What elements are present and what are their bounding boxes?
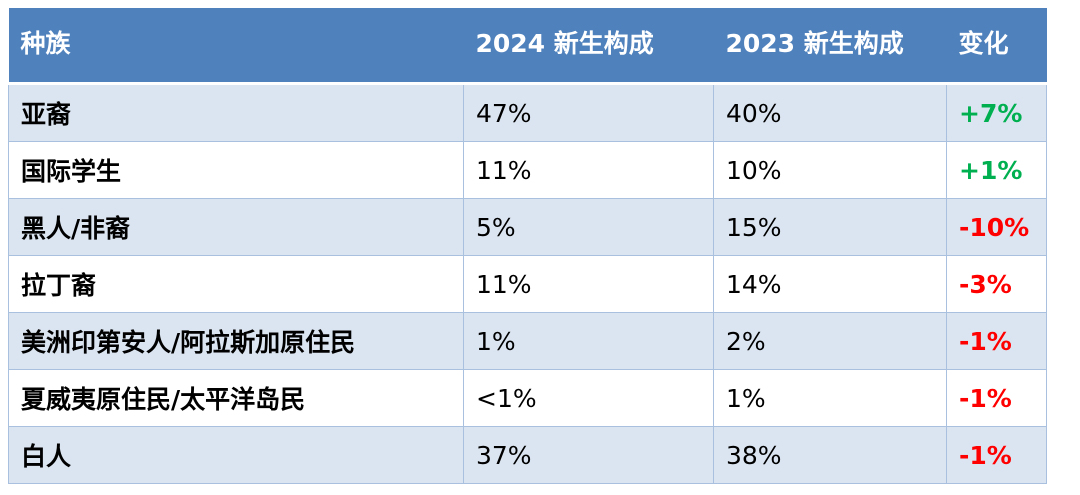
row-2024: <1% [463, 369, 714, 427]
enrollment-composition-table: 种族 2024 新生构成 2023 新生构成 变化 亚裔 47% 40% +7%… [8, 8, 1047, 484]
table-row: 亚裔 47% 40% +7% [8, 83, 1047, 142]
table-row: 黑人/非裔 5% 15% -10% [8, 198, 1047, 256]
row-2024: 47% [463, 83, 714, 142]
row-group: 拉丁裔 [8, 255, 464, 313]
row-2024: 11% [463, 141, 714, 199]
header-2024: 2024 新生构成 [463, 8, 714, 84]
table-header: 种族 2024 新生构成 2023 新生构成 变化 [8, 8, 1047, 84]
row-group: 黑人/非裔 [8, 198, 464, 256]
row-2023: 40% [713, 83, 947, 142]
table-row: 夏威夷原住民/太平洋岛民 <1% 1% -1% [8, 369, 1047, 427]
header-row: 种族 2024 新生构成 2023 新生构成 变化 [8, 8, 1047, 84]
row-change: +1% [946, 141, 1047, 199]
row-2023: 10% [713, 141, 947, 199]
row-change: -1% [946, 426, 1047, 484]
row-2024: 37% [463, 426, 714, 484]
header-group: 种族 [8, 8, 464, 84]
enrollment-table-container: 种族 2024 新生构成 2023 新生构成 变化 亚裔 47% 40% +7%… [8, 8, 1047, 484]
row-group: 白人 [8, 426, 464, 484]
row-2024: 1% [463, 312, 714, 370]
row-2023: 15% [713, 198, 947, 256]
header-change: 变化 [946, 8, 1047, 84]
row-2024: 5% [463, 198, 714, 256]
table-row: 白人 37% 38% -1% [8, 426, 1047, 484]
row-2023: 38% [713, 426, 947, 484]
row-change: -10% [946, 198, 1047, 256]
row-change: -1% [946, 369, 1047, 427]
row-2023: 2% [713, 312, 947, 370]
table-row: 国际学生 11% 10% +1% [8, 141, 1047, 199]
table-body: 亚裔 47% 40% +7% 国际学生 11% 10% +1% 黑人/非裔 5%… [8, 83, 1047, 484]
row-2023: 1% [713, 369, 947, 427]
row-group: 亚裔 [8, 83, 464, 142]
row-change: -3% [946, 255, 1047, 313]
row-change: -1% [946, 312, 1047, 370]
row-change: +7% [946, 83, 1047, 142]
row-2023: 14% [713, 255, 947, 313]
header-2023: 2023 新生构成 [713, 8, 947, 84]
row-2024: 11% [463, 255, 714, 313]
row-group: 夏威夷原住民/太平洋岛民 [8, 369, 464, 427]
row-group: 国际学生 [8, 141, 464, 199]
table-row: 拉丁裔 11% 14% -3% [8, 255, 1047, 313]
table-row: 美洲印第安人/阿拉斯加原住民 1% 2% -1% [8, 312, 1047, 370]
row-group: 美洲印第安人/阿拉斯加原住民 [8, 312, 464, 370]
